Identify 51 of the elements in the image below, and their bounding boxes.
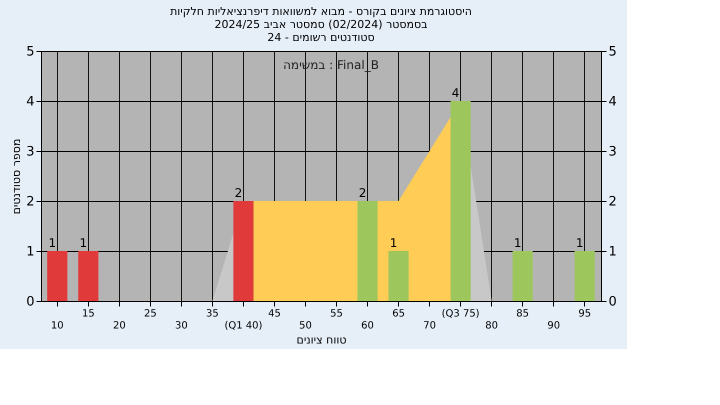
x-tick-label: 35 — [206, 308, 219, 320]
y-tick-label: 2 — [26, 194, 34, 210]
data-label: 4 — [452, 86, 460, 100]
y2-tick-label: 5 — [608, 44, 617, 60]
y-tick-label: 0 — [26, 294, 34, 310]
bar — [233, 201, 254, 301]
y2-tick-label: 3 — [608, 144, 617, 160]
text: סטודנטים רשומים - 24 — [267, 31, 375, 44]
data-label: 1 — [514, 236, 522, 250]
bar — [78, 251, 98, 301]
data-label: 2 — [234, 186, 242, 200]
x-tick-label: 25 — [144, 308, 157, 320]
y2-tick-label: 2 — [608, 194, 617, 210]
data-label: 1 — [48, 236, 56, 250]
bar — [388, 251, 409, 301]
bar — [574, 251, 595, 301]
x-tick-label: 60 — [361, 320, 374, 332]
x-tick-label: 20 — [112, 320, 126, 332]
x-tick-label: 95 — [578, 308, 592, 320]
y-tick-label: 4 — [26, 94, 34, 110]
y-tick-label: 1 — [26, 244, 34, 260]
y-tick-label: 5 — [26, 44, 34, 60]
x-tick-label: 45 — [268, 308, 281, 320]
x-tick-label: 30 — [175, 320, 188, 332]
x-tick-label: 85 — [516, 308, 530, 320]
x-axis-title: טווח ציונים — [296, 334, 346, 346]
x-tick-label: (Q1 40) — [224, 320, 262, 332]
bar — [357, 201, 378, 301]
y2-tick-label: 1 — [608, 244, 617, 260]
x-tick-label: 10 — [50, 320, 64, 332]
x-tick-label: 80 — [485, 320, 498, 332]
data-label: 1 — [390, 236, 398, 250]
x-tick-label: 90 — [547, 320, 560, 332]
bar — [450, 101, 471, 301]
x-tick-label: (Q3 75) — [442, 308, 480, 320]
text: בסמסטר (02/2024) סמסטר אביב 2024/25 — [214, 18, 428, 31]
x-tick-label: 50 — [299, 320, 312, 332]
bar — [512, 251, 533, 301]
bar — [47, 251, 68, 301]
y2-tick-label: 0 — [608, 294, 617, 310]
text: היסטוגרמת ציונים בקורס - מבוא למשוואות דיפרנציאליות חלקיות — [170, 5, 472, 18]
y2-tick-label: 4 — [608, 94, 617, 110]
y-axis-title: מספר סטודנטים — [10, 138, 24, 214]
y-tick-label: 3 — [26, 144, 34, 160]
x-tick-label: 55 — [330, 308, 343, 320]
x-tick-label: 15 — [82, 308, 95, 320]
data-label: 1 — [79, 236, 88, 250]
data-label: 2 — [358, 186, 366, 200]
x-tick-label: 70 — [423, 320, 436, 332]
data-label: 1 — [576, 236, 584, 250]
x-tick-label: 65 — [392, 308, 405, 320]
